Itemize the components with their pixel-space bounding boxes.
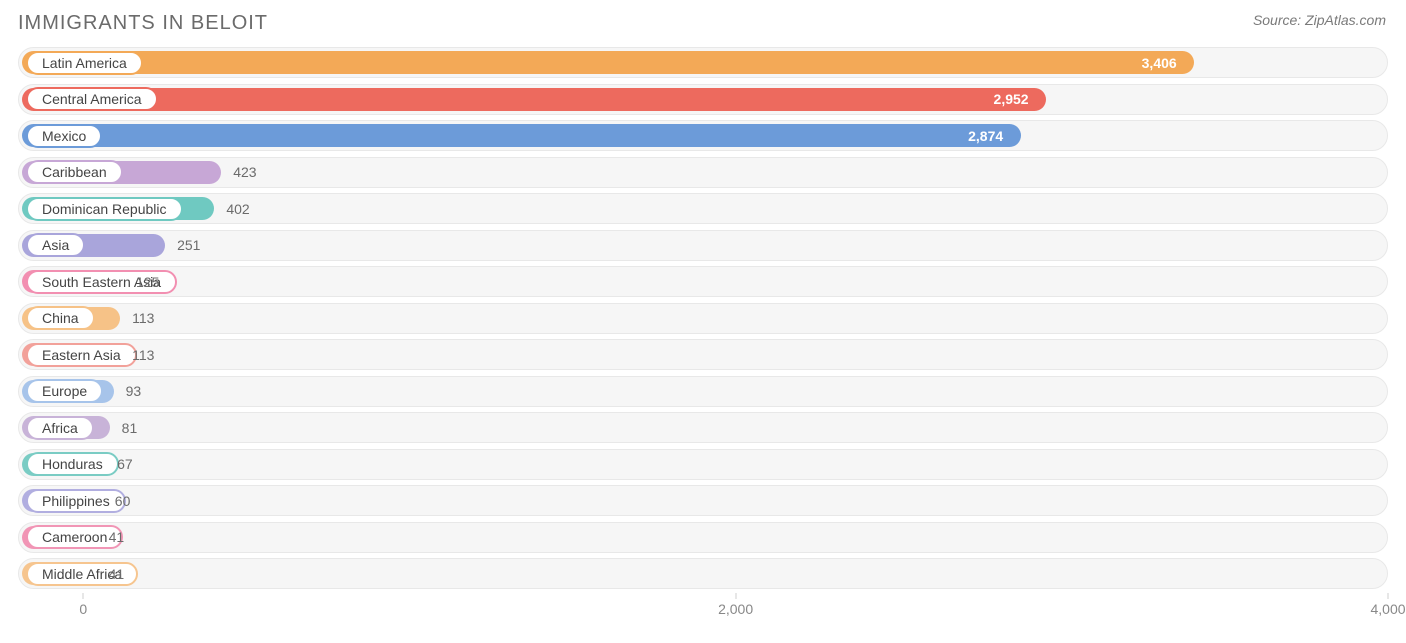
axis-tick-label: 4,000 (1370, 601, 1405, 617)
bar-row: China 113 (18, 303, 1388, 334)
bar-track (18, 522, 1388, 553)
bar-track (18, 558, 1388, 589)
bar-category-chip: Africa (26, 416, 94, 440)
bar-category-chip: Caribbean (26, 160, 123, 184)
bar-track (18, 303, 1388, 334)
bar-track (18, 376, 1388, 407)
chart-header: IMMIGRANTS IN BELOIT Source: ZipAtlas.co… (0, 0, 1406, 43)
bar-value-label: 41 (109, 529, 125, 545)
bar-value-label: 81 (122, 420, 138, 436)
bar-value-label: 3,406 (1142, 55, 1177, 71)
bar-track (18, 412, 1388, 443)
bar-row: Africa 81 (18, 412, 1388, 443)
bar-value-label: 251 (177, 237, 200, 253)
bar-category-chip: Philippines (26, 489, 126, 513)
bar-row: Eastern Asia113 (18, 339, 1388, 370)
bar-row: Middle Africa41 (18, 558, 1388, 589)
bar-fill (22, 88, 1046, 111)
bar-category-chip: China (26, 306, 95, 330)
bar-category-chip: Asia (26, 233, 85, 257)
bar-value-label: 2,874 (968, 128, 1003, 144)
bar-value-label: 113 (132, 310, 154, 326)
bar-row: Asia 251 (18, 230, 1388, 261)
bar-value-label: 93 (126, 383, 142, 399)
axis-tick-label: 0 (79, 601, 87, 617)
x-axis: 02,0004,000 (18, 595, 1388, 625)
bar-row: Honduras67 (18, 449, 1388, 480)
bar-fill (22, 51, 1194, 74)
axis-tick-line (735, 593, 736, 599)
bar-value-label: 2,952 (994, 91, 1029, 107)
chart-area: Latin America 3,406 Central America 2,952 Me… (0, 43, 1406, 589)
bar-track (18, 339, 1388, 370)
bar-value-label: 60 (115, 493, 131, 509)
bar-fill (22, 124, 1021, 147)
bar-value-label: 125 (136, 274, 159, 290)
bar-value-label: 423 (233, 164, 256, 180)
bar-value-label: 41 (109, 566, 125, 582)
bar-row: Mexico 2,874 (18, 120, 1388, 151)
bar-category-chip: Eastern Asia (26, 343, 137, 367)
chart-title: IMMIGRANTS IN BELOIT (18, 12, 268, 35)
bar-track (18, 157, 1388, 188)
source-label: Source: (1253, 12, 1301, 28)
bar-track (18, 230, 1388, 261)
bar-value-label: 67 (117, 456, 133, 472)
axis-tick-line (83, 593, 84, 599)
bar-track (18, 193, 1388, 224)
bar-category-chip: Mexico (26, 124, 102, 148)
bar-track (18, 485, 1388, 516)
bar-value-label: 402 (226, 201, 249, 217)
chart-source: Source: ZipAtlas.com (1253, 12, 1386, 28)
bar-value-label: 113 (132, 347, 154, 363)
bar-row: Philippines60 (18, 485, 1388, 516)
bar-row: Dominican Republic 402 (18, 193, 1388, 224)
bar-row: Latin America 3,406 (18, 47, 1388, 78)
axis-tick-label: 2,000 (718, 601, 753, 617)
bar-row: Caribbean 423 (18, 157, 1388, 188)
bar-category-chip: Honduras (26, 452, 119, 476)
bar-category-chip: Europe (26, 379, 103, 403)
bar-row: Cameroon41 (18, 522, 1388, 553)
bar-track (18, 266, 1388, 297)
bar-track (18, 449, 1388, 480)
bar-category-chip: Latin America (26, 51, 143, 75)
source-value: ZipAtlas.com (1305, 12, 1386, 28)
bar-category-chip: Central America (26, 87, 158, 111)
bar-category-chip: Dominican Republic (26, 197, 183, 221)
bar-row: Europe 93 (18, 376, 1388, 407)
axis-tick-line (1388, 593, 1389, 599)
bar-row: Central America 2,952 (18, 84, 1388, 115)
bar-row: South Eastern Asia125 (18, 266, 1388, 297)
